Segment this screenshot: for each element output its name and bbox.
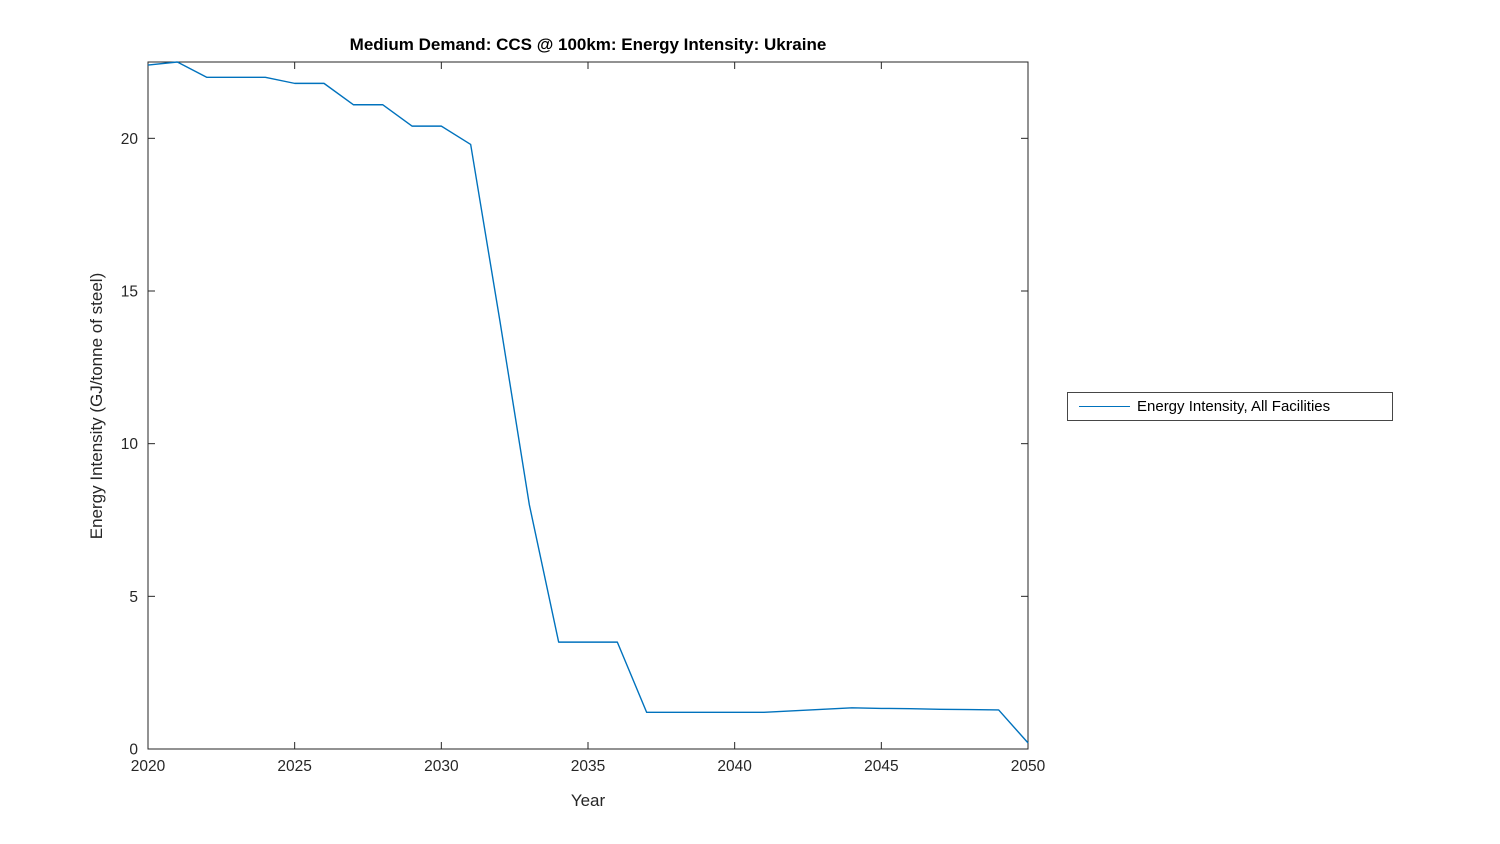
x-tick-label: 2050 [1011, 758, 1046, 775]
legend: Energy Intensity, All Facilities [1067, 392, 1393, 421]
chart-title: Medium Demand: CCS @ 100km: Energy Inten… [349, 35, 827, 54]
y-tick-label: 5 [129, 589, 138, 606]
x-tick-label: 2045 [864, 758, 898, 775]
y-axis-label: Energy Intensity (GJ/tonne of steel) [87, 272, 106, 540]
x-tick-label: 2030 [424, 758, 459, 775]
x-axis-label: Year [570, 791, 606, 810]
x-tick-label: 2035 [571, 758, 605, 775]
y-tick-label: 15 [121, 284, 138, 301]
x-tick-label: 2040 [717, 758, 752, 775]
y-tick-label: 20 [121, 131, 139, 148]
legend-entry-label: Energy Intensity, All Facilities [1137, 398, 1331, 415]
y-tick-label: 0 [129, 742, 138, 759]
x-tick-label: 2020 [131, 758, 166, 775]
legend-line-sample-icon [1079, 406, 1130, 407]
axes-box [147, 61, 1029, 750]
series-line [147, 61, 1029, 744]
x-tick-label: 2025 [277, 758, 311, 775]
y-tick-label: 10 [121, 436, 139, 453]
